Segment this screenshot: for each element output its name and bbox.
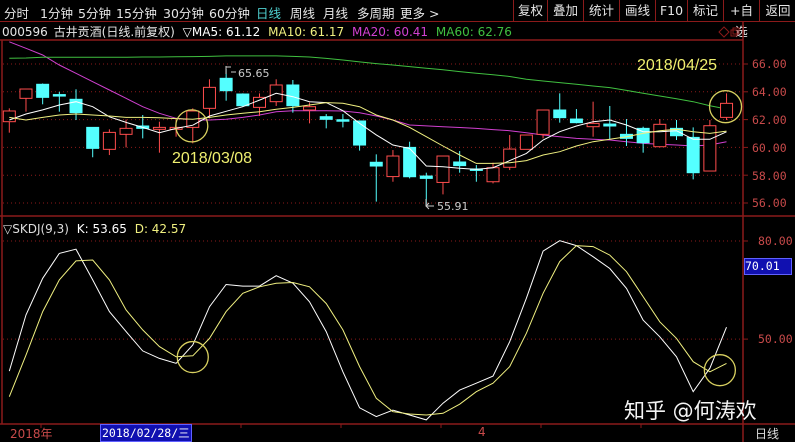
candle-body xyxy=(436,155,450,183)
candle-body xyxy=(503,148,517,168)
annotation-date-0308: 2018/03/08 xyxy=(172,150,252,167)
candle-body xyxy=(536,109,550,135)
candle-body xyxy=(86,126,100,149)
price-tick-label: 64.00 xyxy=(752,85,787,99)
period-label: 日线 xyxy=(755,427,780,441)
d-value: D: 42.57 xyxy=(134,222,187,236)
period-tab-weekly[interactable]: 周线 xyxy=(290,6,316,21)
candle-body xyxy=(219,77,233,92)
price-tick-label: 62.00 xyxy=(752,113,787,127)
mark-button[interactable]: 标记 xyxy=(687,0,723,21)
period-toolbar: 分时 1分钟 5分钟 15分钟 30分钟 60分钟 日线 周线 月线 多周期 更… xyxy=(0,0,795,39)
period-tab-1min[interactable]: 1分钟 xyxy=(40,6,73,21)
cursor-date-badge: 2018/02/28/三 xyxy=(100,424,192,442)
period-tab-15min[interactable]: 15分钟 xyxy=(116,6,157,21)
k-value: K: 53.65 xyxy=(76,222,127,236)
candle-body xyxy=(720,102,734,118)
ma-line-ma5 xyxy=(9,92,727,170)
candle-body xyxy=(686,136,700,174)
candle-body xyxy=(236,93,250,107)
month-label: 4 xyxy=(478,425,486,439)
stock-code: 000596 xyxy=(2,25,48,39)
period-tab-60min[interactable]: 60分钟 xyxy=(209,6,250,21)
cursor-value-badge: 70.01 xyxy=(744,258,792,275)
kdj-line-k xyxy=(8,240,727,421)
stock-name: 古井贡酒(日线.前复权) xyxy=(53,25,175,39)
period-tab-5min[interactable]: 5分钟 xyxy=(78,6,111,21)
year-label: 2018年 xyxy=(10,427,53,441)
ma20-value: MA20: 60.41 xyxy=(352,25,429,39)
overlay-button[interactable]: 叠加 xyxy=(547,0,583,21)
period-tab-monthly[interactable]: 月线 xyxy=(323,6,349,21)
low-price-label: 55.91 xyxy=(437,200,469,213)
candle-body xyxy=(152,126,166,130)
statistics-button[interactable]: 统计 xyxy=(583,0,619,21)
candle-body xyxy=(303,106,317,111)
draw-line-button[interactable]: 画线 xyxy=(619,0,655,21)
candle-body xyxy=(102,131,116,150)
candle-body xyxy=(569,118,583,124)
kdj-title[interactable]: ▽SKDJ(9,3) xyxy=(3,222,69,236)
ma10-value: MA10: 61.17 xyxy=(268,25,345,39)
price-tick-label: 66.00 xyxy=(752,57,787,71)
kdj-tick-label: 50.00 xyxy=(758,332,793,346)
period-tab-daily[interactable]: 日线 xyxy=(256,6,282,21)
candle-body xyxy=(353,120,367,146)
f10-button[interactable]: F10 xyxy=(655,0,687,21)
candle-body xyxy=(336,119,350,122)
candle-body xyxy=(670,127,683,137)
candle-body xyxy=(586,122,600,128)
period-tab-timeshare[interactable]: 分时 xyxy=(4,6,30,21)
period-tab-30min[interactable]: 30分钟 xyxy=(163,6,204,21)
highlight-circle xyxy=(176,340,209,374)
candle-body xyxy=(653,123,667,148)
candle-body xyxy=(2,110,16,123)
candle-body xyxy=(519,134,533,150)
candle-body xyxy=(369,161,383,167)
candle-body xyxy=(386,155,400,178)
candle-body xyxy=(703,125,717,172)
diamond-icon[interactable] xyxy=(718,26,730,38)
candle-body xyxy=(319,116,333,120)
annotation-date-0425: 2018/04/25 xyxy=(637,57,717,74)
adjust-button[interactable]: 复权 xyxy=(513,0,547,21)
high-price-label: 65.65 xyxy=(238,67,270,80)
price-tick-label: 60.00 xyxy=(752,141,787,155)
period-tab-more[interactable]: 更多 > xyxy=(400,6,440,21)
high-arrow-icon xyxy=(225,66,236,74)
price-tick-label: 58.00 xyxy=(752,169,787,183)
ma-line-ma10 xyxy=(9,102,727,164)
back-button[interactable]: 返回 xyxy=(759,0,795,21)
candle-body xyxy=(603,123,617,127)
period-tab-multi[interactable]: 多周期 xyxy=(357,6,395,21)
candle-body xyxy=(52,94,66,97)
highlight-circle xyxy=(703,354,737,387)
candle-body xyxy=(202,86,216,109)
watermark: 知乎 @何涛欢 xyxy=(624,399,757,423)
candle-body xyxy=(419,175,433,179)
window-restore-icon[interactable] xyxy=(730,27,740,37)
candle-body xyxy=(119,127,133,135)
kdj-line-d xyxy=(8,245,727,416)
kdj-header: ▽SKDJ(9,3) K: 53.65 D: 42.57 xyxy=(3,222,186,236)
candle-body xyxy=(36,83,50,98)
candle-body xyxy=(453,161,467,167)
kdj-tick-label: 80.00 xyxy=(758,234,793,248)
ma-info-bar: 000596 古井贡酒(日线.前复权) ▽MA5: 61.12 MA10: 61… xyxy=(2,23,516,40)
ma-line-ma60 xyxy=(9,55,727,110)
low-arrow-icon xyxy=(425,199,434,210)
highlight-circle xyxy=(708,90,743,124)
price-tick-label: 56.00 xyxy=(752,196,787,210)
ma60-value: MA60: 62.76 xyxy=(435,25,512,39)
candle-body xyxy=(486,167,500,183)
ma5-value[interactable]: ▽MA5: 61.12 xyxy=(182,25,261,39)
candle-body xyxy=(553,109,567,119)
candle-body xyxy=(19,88,33,99)
highlight-circle xyxy=(175,109,209,143)
candle-body xyxy=(403,146,417,178)
